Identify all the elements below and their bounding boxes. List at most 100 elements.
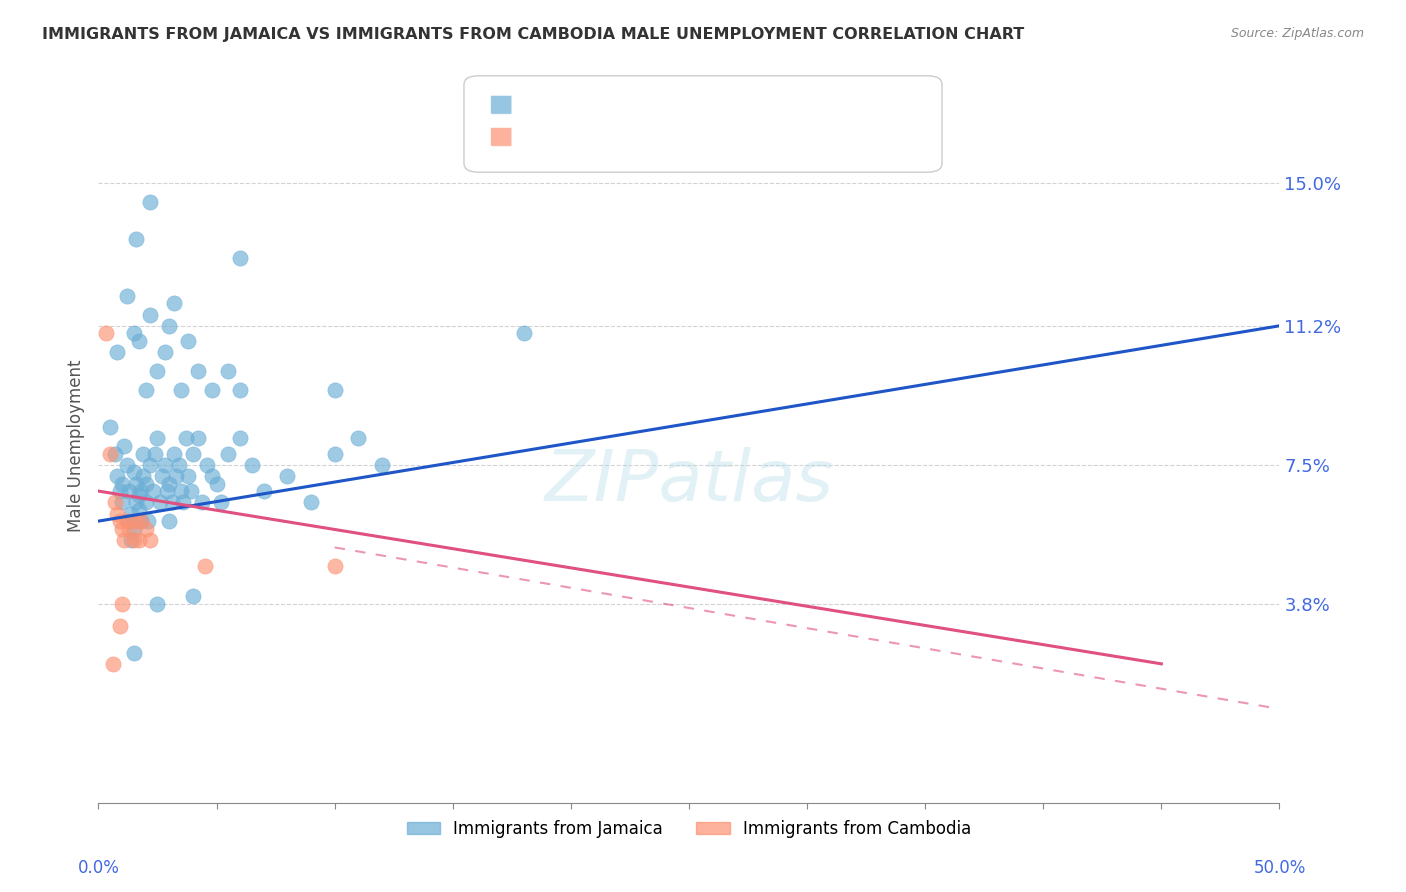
Point [172,495,194,509]
Point [111,597,134,611]
Point [108,619,131,633]
Text: 20: 20 [669,135,690,153]
Point [156,484,179,499]
Point [122,533,145,547]
Point [191,495,214,509]
Point [146,432,169,446]
Point [181,589,204,603]
Point [160,495,183,509]
Point [163,446,186,460]
Text: Source: ZipAtlas.com: Source: ZipAtlas.com [1230,27,1364,40]
Point [111,476,134,491]
Point [125,514,148,528]
Y-axis label: Male Unemployment: Male Unemployment [66,359,84,533]
Point [146,597,169,611]
Point [146,364,169,378]
Text: R =: R = [517,103,554,120]
Point [129,484,152,499]
Point [112,533,135,547]
Point [170,383,193,397]
Point [132,469,155,483]
Point [101,657,124,671]
Point [512,326,534,341]
Point [276,469,298,483]
Point [371,458,394,472]
Point [153,458,176,472]
Point [217,364,239,378]
Point [121,507,143,521]
Point [112,439,135,453]
Point [136,514,159,528]
Point [229,383,252,397]
Point [128,503,150,517]
Point [181,446,204,460]
Point [118,484,141,499]
Point [139,308,162,322]
Point [111,495,134,509]
Point [128,533,150,547]
Point [121,533,143,547]
Point [122,522,145,536]
Legend: Immigrants from Jamaica, Immigrants from Cambodia: Immigrants from Jamaica, Immigrants from… [399,814,979,845]
Point [115,514,138,528]
Point [108,514,131,528]
Point [108,484,131,499]
Point [217,446,239,460]
Point [180,484,202,499]
Text: N =: N = [616,103,664,120]
Point [125,232,148,246]
Point [104,446,127,460]
Point [105,507,128,521]
Point [205,476,228,491]
Point [125,476,148,491]
Point [98,420,121,434]
Point [143,446,166,460]
Text: N =: N = [616,135,664,153]
Point [157,514,180,528]
Point [229,251,252,265]
Text: 50.0%: 50.0% [1253,859,1306,877]
Text: IMMIGRANTS FROM JAMAICA VS IMMIGRANTS FROM CAMBODIA MALE UNEMPLOYMENT CORRELATIO: IMMIGRANTS FROM JAMAICA VS IMMIGRANTS FR… [42,27,1025,42]
Text: R =: R = [517,135,554,153]
Point [129,514,152,528]
Point [128,334,150,348]
Point [115,289,138,303]
Point [174,432,197,446]
Point [187,432,209,446]
Point [299,495,322,509]
Point [139,194,162,209]
Point [142,484,165,499]
Point [170,484,193,499]
Point [122,646,145,660]
Point [240,458,263,472]
Point [323,383,346,397]
Point [104,495,127,509]
Point [187,364,209,378]
Point [157,318,180,333]
Point [149,495,172,509]
Point [135,476,157,491]
Point [323,446,346,460]
Point [201,469,224,483]
Point [177,334,200,348]
Point [253,484,276,499]
Text: 0.0%: 0.0% [77,859,120,877]
Point [165,469,187,483]
Point [153,345,176,359]
Point [111,522,134,536]
Point [229,432,252,446]
Point [167,458,190,472]
Text: -0.117: -0.117 [560,135,613,153]
Point [150,469,173,483]
Point [105,469,128,483]
Text: 0.262: 0.262 [560,103,607,120]
Point [118,522,141,536]
Point [201,383,224,397]
Point [135,495,157,509]
Point [94,326,117,341]
Point [135,383,157,397]
Point [347,432,370,446]
Point [98,446,121,460]
Point [194,559,217,574]
Text: 84: 84 [669,103,690,120]
